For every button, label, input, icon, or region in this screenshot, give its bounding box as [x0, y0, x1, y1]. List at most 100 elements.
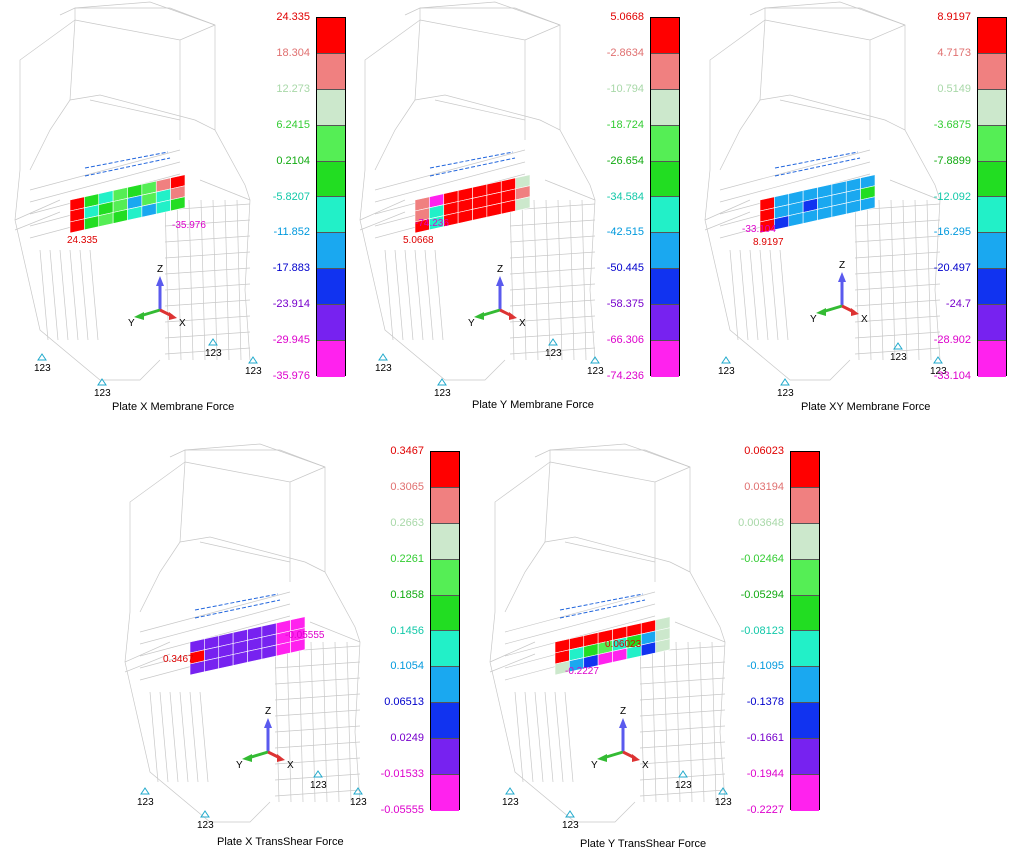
legend-swatch — [431, 595, 459, 632]
legend-value: -35.976 — [272, 370, 310, 382]
legend-swatch — [651, 89, 679, 126]
plate-element — [860, 196, 876, 212]
legend-swatch — [431, 775, 459, 811]
wireframe-lines — [124, 443, 361, 823]
supports: 123 123 123 123 — [502, 770, 732, 831]
legend-value: -5.8207 — [272, 190, 310, 203]
legend-value: 24.335 — [276, 11, 310, 23]
legend-value: -0.08123 — [740, 624, 784, 637]
max-value-label: 0.3467 — [163, 654, 194, 665]
wireframe-lines — [14, 1, 251, 381]
support-icon — [678, 770, 688, 778]
legend-bar — [977, 17, 1007, 377]
legend-swatch — [431, 523, 459, 560]
legend-value: 0.2104 — [276, 154, 310, 167]
legend-swatch — [317, 161, 345, 198]
legend-value: 0.06023 — [744, 445, 784, 457]
plot-caption: Plate Y Membrane Force — [472, 399, 594, 411]
guide-lines — [429, 151, 516, 177]
panel-plate-x-transshear: Z Y X 123 123 123 123 0.3467 -0.05555 0.3467 0.30… — [100, 432, 470, 852]
legend-value: 6.2415 — [276, 118, 310, 131]
legend-swatch — [317, 18, 345, 54]
support-label: 123 — [718, 366, 735, 377]
min-value-label: -74.236 — [415, 218, 449, 229]
x-axis-label: X — [287, 760, 294, 771]
legend-labels: 0.3467 0.3065 0.2663 0.2261 0.1858 0.1456 0.10… — [354, 445, 424, 816]
support-label: 123 — [434, 388, 451, 399]
support-icon — [590, 356, 600, 364]
legend-swatch — [651, 233, 679, 270]
legend-swatch — [317, 125, 345, 162]
legend-swatch — [651, 53, 679, 90]
support-label: 123 — [562, 820, 579, 831]
legend-value: 0.3467 — [390, 445, 424, 457]
legend-swatch — [791, 595, 819, 632]
legend-labels: 0.06023 0.03194 0.003648 -0.02464 -0.05294 -0… — [714, 445, 784, 816]
support-label: 123 — [94, 388, 111, 399]
legend-swatch — [317, 197, 345, 234]
legend-value: 0.003648 — [738, 516, 784, 529]
legend-swatch — [431, 703, 459, 740]
legend-value: -7.8899 — [933, 154, 971, 167]
legend-swatch — [431, 487, 459, 524]
max-value-label: 8.9197 — [753, 237, 784, 248]
legend-value: 0.1456 — [390, 624, 424, 637]
legend-swatch — [978, 53, 1006, 90]
max-value-label: 5.0668 — [403, 235, 434, 246]
legend-value: 4.7173 — [937, 46, 971, 59]
legend-value: -58.375 — [606, 298, 644, 311]
legend-value: -0.01533 — [380, 768, 424, 781]
legend-swatch — [317, 305, 345, 342]
panel-plate-y-transshear: Z Y X 123 123 123 123 0.06023 -0.2227 0.06023 0.0… — [465, 432, 835, 852]
legend-bar — [430, 451, 460, 811]
legend-swatch — [651, 305, 679, 342]
axis-triad: Z Y X — [591, 706, 649, 771]
panel-plate-y-membrane: Z Y X 123 123 123 123 5.0668 -74.236 5.0668 -2.86… — [345, 0, 685, 420]
legend-value: -0.2227 — [746, 804, 784, 816]
guide-lines — [559, 593, 646, 619]
legend-swatch — [431, 559, 459, 596]
plot-caption: Plate X TransShear Force — [217, 836, 344, 848]
legend-value: -0.1661 — [746, 732, 784, 745]
z-arrow-head — [496, 276, 504, 286]
legend-swatch — [978, 161, 1006, 198]
legend-value: -11.852 — [273, 226, 311, 239]
plate-contour — [69, 174, 186, 234]
support-label: 123 — [34, 363, 51, 374]
legend-value: 0.1858 — [390, 588, 424, 601]
legend-value: -18.724 — [606, 118, 644, 131]
min-value-label: -33.104 — [742, 224, 776, 235]
max-value-label: 24.335 — [67, 235, 98, 246]
x-axis-label: X — [179, 318, 186, 329]
support-label: 123 — [310, 780, 327, 791]
y-arrow-head — [597, 754, 607, 762]
plate-element — [655, 638, 671, 654]
min-value-label: -0.05555 — [285, 630, 325, 641]
support-label: 123 — [245, 366, 262, 377]
legend-swatch — [791, 523, 819, 560]
structure-wireframe: Z Y X 123 123 123 123 5.0668 -74.236 — [359, 1, 604, 399]
plot-caption: Plate Y TransShear Force — [580, 838, 707, 850]
axis-triad: Z Y X — [468, 264, 526, 329]
legend-swatch — [791, 739, 819, 776]
z-arrow-head — [156, 276, 164, 286]
support-icon — [505, 787, 515, 795]
support-icon — [353, 787, 363, 795]
legend-swatch — [651, 341, 679, 377]
legend-swatch — [651, 18, 679, 54]
legend-swatch — [978, 197, 1006, 234]
legend-swatch — [978, 125, 1006, 162]
z-axis-label: Z — [497, 264, 503, 275]
legend-swatch — [317, 233, 345, 270]
extreme-labels: 0.06023 -0.2227 — [565, 639, 642, 677]
legend-value: -20.497 — [933, 262, 971, 275]
support-icon — [378, 353, 388, 361]
legend-bar — [650, 17, 680, 377]
z-arrow-head — [264, 718, 272, 728]
legend-swatch — [651, 269, 679, 306]
wireframe-lines — [704, 1, 941, 381]
y-arrow-head — [474, 312, 484, 320]
legend-swatch — [791, 559, 819, 596]
legend-value: 0.2663 — [390, 516, 424, 529]
extreme-labels: 0.3467 -0.05555 — [163, 630, 325, 665]
